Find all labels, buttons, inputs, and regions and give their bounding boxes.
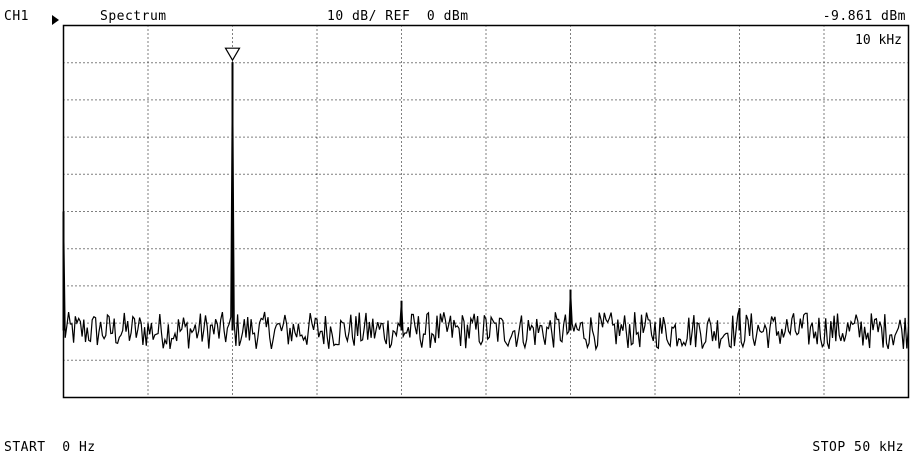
marker-triangle-icon xyxy=(224,47,241,62)
measurement-mode: Spectrum xyxy=(100,9,167,24)
marker-frequency-label: 10 kHz xyxy=(855,33,902,48)
spectrum-trace xyxy=(62,62,910,352)
stop-frequency-label: STOP 50 kHz xyxy=(812,440,904,455)
channel-label: CH1 xyxy=(4,9,29,24)
start-frequency-label: START 0 Hz xyxy=(4,440,96,455)
plot-grid xyxy=(63,25,909,398)
channel-indicator-arrow xyxy=(52,15,59,25)
scale-reference: 10 dB/ REF 0 dBm xyxy=(327,9,469,24)
marker-value-readout: -9.861 dBm xyxy=(822,9,906,24)
